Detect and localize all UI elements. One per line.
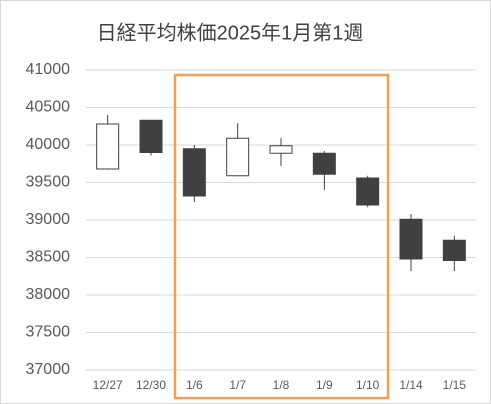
- y-tick-label: 41000: [26, 61, 71, 78]
- x-tick-label: 1/10: [356, 378, 380, 392]
- candle-body: [96, 123, 120, 170]
- candle-body: [269, 145, 293, 154]
- candle-body: [312, 152, 336, 175]
- y-tick-label: 39000: [26, 211, 71, 228]
- x-tick-label: 1/14: [399, 378, 423, 392]
- x-tick-label: 1/15: [443, 378, 467, 392]
- x-tick-label: 12/30: [136, 378, 166, 392]
- candle-body: [182, 148, 206, 197]
- plot-area: 37000 37500 38000 38500 39000 39500 40000 40500…: [26, 61, 476, 392]
- x-tick-label: 1/6: [186, 378, 203, 392]
- candle-body: [442, 239, 466, 261]
- candle-body: [356, 177, 380, 206]
- y-tick-label: 40000: [26, 136, 71, 153]
- y-tick-label: 40500: [26, 99, 71, 116]
- x-tick-label: 12/27: [93, 378, 123, 392]
- y-tick-label: 38500: [26, 249, 71, 266]
- candle-body: [399, 218, 423, 260]
- y-tick-label: 39500: [26, 174, 71, 191]
- y-tick-label: 38000: [26, 286, 71, 303]
- candle-body: [226, 137, 250, 177]
- candle-body: [139, 119, 163, 153]
- x-tick-label: 1/7: [229, 378, 246, 392]
- x-tick-label: 1/8: [273, 378, 290, 392]
- highlight-box: [173, 73, 390, 400]
- y-tick-label: 37500: [26, 324, 71, 341]
- y-tick-label: 37000: [26, 361, 71, 378]
- chart-title: 日経平均株価2025年1月第1週: [97, 21, 364, 44]
- x-tick-label: 1/9: [316, 378, 333, 392]
